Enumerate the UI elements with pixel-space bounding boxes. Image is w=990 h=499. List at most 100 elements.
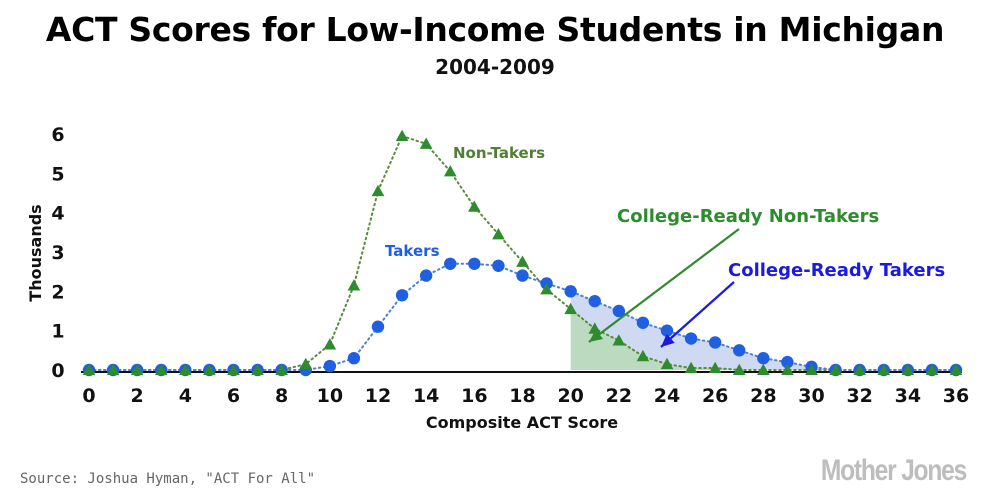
non-takers-point: [443, 165, 457, 177]
non-takers-point: [757, 363, 770, 376]
non-takers-point: [371, 184, 385, 197]
non-takers-point: [275, 363, 288, 376]
takers-point: [684, 332, 698, 345]
x-tick-label: 26: [702, 385, 728, 407]
x-tick-label: 30: [798, 385, 824, 407]
x-tick-label: 2: [131, 385, 144, 407]
takers-point: [347, 352, 361, 365]
annotation-college-ready-non-takers: College-Ready Non-Takers: [617, 206, 879, 227]
takers-point: [516, 269, 529, 282]
non-takers-point: [130, 363, 144, 376]
takers-point: [781, 355, 794, 369]
x-tick-label: 34: [895, 385, 921, 407]
non-takers-point: [949, 363, 963, 376]
x-tick-label: 28: [750, 385, 776, 407]
annotation-college-ready-takers: College-Ready Takers: [728, 260, 945, 281]
takers-point: [323, 359, 337, 373]
non-takers-point: [612, 334, 626, 346]
non-takers-point: [805, 363, 818, 376]
non-takers-point: [227, 363, 240, 376]
y-tick-label: 6: [51, 124, 64, 146]
non-takers-point: [154, 363, 168, 376]
takers-point: [371, 320, 385, 333]
y-tick-label: 5: [51, 163, 64, 185]
takers-point: [395, 289, 409, 302]
x-tick-label: 22: [606, 385, 632, 407]
non-takers-point: [516, 255, 529, 267]
non-takers-point: [540, 283, 553, 295]
non-takers-point: [588, 322, 602, 334]
x-tick-label: 6: [227, 385, 240, 407]
y-tick-label: 4: [51, 203, 64, 225]
takers-point: [757, 352, 770, 365]
non-takers-point: [419, 137, 433, 149]
x-axis-label: Composite ACT Score: [426, 413, 618, 432]
arrow-takers-shaft: [660, 281, 735, 348]
non-takers-point: [299, 357, 313, 370]
takers-point: [733, 344, 746, 357]
source-note: Source: Joshua Hyman, "ACT For All": [20, 471, 316, 487]
x-tick-label: 14: [413, 385, 439, 407]
y-tick-label: 1: [51, 321, 64, 343]
college-ready-non-takers-region: [570, 309, 956, 370]
non-takers-point: [853, 363, 866, 376]
non-takers-point: [877, 363, 891, 376]
x-tick-label: 20: [557, 385, 583, 407]
non-takers-point: [901, 363, 915, 376]
x-tick-label: 24: [654, 385, 680, 407]
x-tick-label: 36: [943, 385, 969, 407]
y-tick-label: 3: [51, 242, 64, 264]
takers-point: [468, 257, 481, 270]
x-tick-label: 10: [317, 385, 343, 407]
takers-point: [419, 269, 433, 282]
non-takers-point: [179, 363, 192, 376]
non-takers-point: [781, 363, 794, 376]
x-tick-label: 18: [509, 385, 535, 407]
takers-point: [444, 257, 457, 270]
x-tick-label: 8: [275, 385, 288, 407]
takers-point: [612, 304, 626, 318]
non-takers-point: [106, 363, 120, 376]
non-takers-point: [395, 129, 409, 142]
arrow-non-takers-head: [589, 329, 603, 342]
non-takers-point: [323, 338, 337, 350]
x-tick-label: 16: [461, 385, 487, 407]
arrow-takers-head: [661, 333, 675, 347]
arrow-non-takers-shaft: [588, 228, 740, 343]
y-tick-label: 0: [51, 360, 64, 382]
takers-point: [564, 285, 577, 298]
y-axis-label: Thousands: [26, 204, 45, 301]
non-takers-point: [468, 200, 481, 212]
takers-point: [708, 336, 722, 349]
non-takers-point: [564, 302, 577, 315]
non-takers-point: [203, 363, 216, 376]
brand-logo: Mother Jones: [820, 454, 967, 487]
non-takers-line: [88, 134, 957, 371]
takers-point: [588, 294, 601, 308]
x-tick-label: 0: [82, 385, 95, 407]
college-ready-takers-region: [570, 291, 956, 370]
non-takers-point: [251, 363, 264, 376]
non-takers-point: [708, 361, 722, 374]
takers-point: [660, 324, 674, 337]
non-takers-point: [660, 357, 674, 370]
x-tick-label: 12: [365, 385, 391, 407]
non-takers-point: [684, 361, 698, 374]
non-takers-point: [636, 349, 650, 362]
y-tick-label: 2: [51, 281, 64, 303]
x-tick-label: 32: [846, 385, 872, 407]
non-takers-point: [732, 363, 746, 376]
chart-title: ACT Scores for Low-Income Students in Mi…: [45, 10, 945, 49]
non-takers-point: [492, 228, 505, 240]
non-takers-point: [347, 279, 361, 291]
non-takers-point: [925, 363, 939, 376]
takers-point: [636, 316, 650, 329]
non-takers-point: [829, 363, 842, 376]
annotation-takers: Takers: [385, 242, 440, 260]
takers-point: [492, 259, 505, 272]
chart-subtitle: 2004-2009: [435, 55, 555, 79]
x-tick-label: 4: [179, 385, 192, 407]
non-takers-point: [82, 363, 96, 376]
annotation-non-takers: Non-Takers: [453, 144, 545, 162]
